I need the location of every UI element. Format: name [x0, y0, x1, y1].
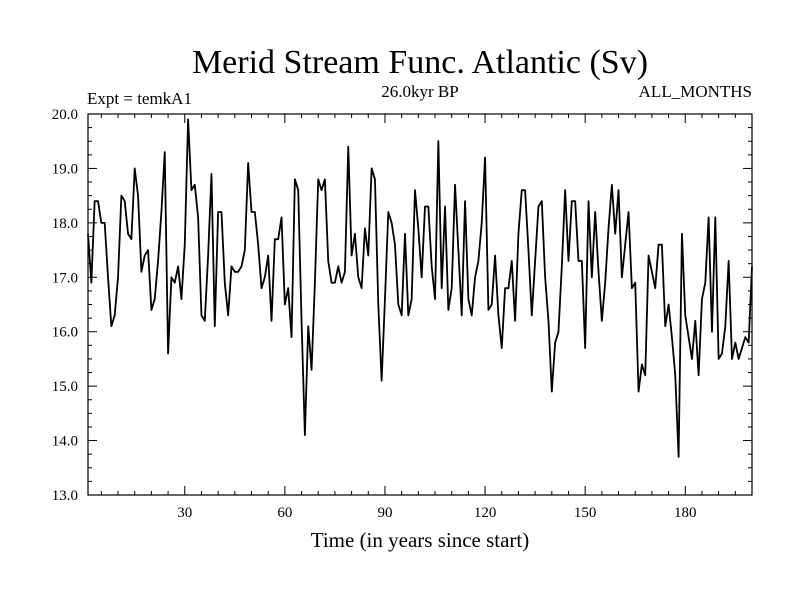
y-tick-label: 17.0	[52, 270, 78, 286]
y-tick-label: 20.0	[52, 107, 78, 123]
series-line	[87, 118, 753, 458]
y-tick-label: 19.0	[52, 161, 78, 177]
series-group	[87, 118, 753, 458]
x-tick-label: 60	[277, 505, 292, 521]
experiment-label: Expt = temkA1	[87, 89, 192, 108]
y-tick-label: 14.0	[52, 434, 78, 450]
x-tick-label: 120	[474, 505, 497, 521]
x-tick-label: 30	[177, 505, 192, 521]
x-axis-label: Time (in years since start)	[311, 528, 530, 552]
x-tick-label: 150	[574, 505, 597, 521]
x-tick-label: 180	[674, 505, 697, 521]
axis-ticks	[88, 113, 752, 496]
y-tick-label: 16.0	[52, 325, 78, 341]
chart-title: Merid Stream Func. Atlantic (Sv)	[192, 44, 648, 81]
y-tick-label: 13.0	[52, 488, 78, 504]
y-tick-label: 18.0	[52, 216, 78, 232]
axis-tick-labels: 13.0 14.0 15.0 16.0 17.0 18.0 19.0 20.0 30 60 90 12…	[52, 107, 697, 521]
period-label: 26.0kyr BP	[381, 82, 458, 101]
y-tick-label: 15.0	[52, 379, 78, 395]
months-label: ALL_MONTHS	[639, 82, 752, 101]
x-tick-label: 90	[377, 505, 392, 521]
